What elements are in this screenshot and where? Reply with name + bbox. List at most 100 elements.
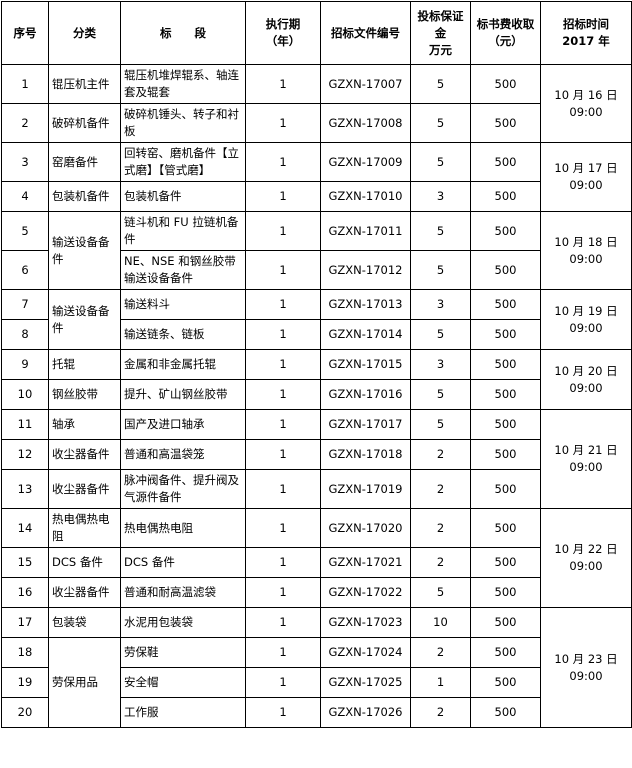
table-cell: 5 xyxy=(410,211,471,251)
table-cell: 1 xyxy=(245,469,321,509)
table-cell: 500 xyxy=(470,319,541,350)
cell-line: 标书费收取 xyxy=(476,17,535,31)
table-cell: 500 xyxy=(470,637,541,668)
table-cell: 500 xyxy=(470,607,541,638)
table-cell: 500 xyxy=(470,211,541,251)
table-cell: 9 xyxy=(1,349,49,380)
table-cell: 14 xyxy=(1,508,49,548)
table-row: 7 输送设备备件 输送料斗 1 GZXN-17013 3 500 10 月 19 日 09:00 xyxy=(1,289,632,350)
table-cell: 5 xyxy=(410,577,471,608)
table-cell: 5 xyxy=(410,142,471,182)
table-cell: 500 xyxy=(470,577,541,608)
table-cell: 1 xyxy=(245,103,321,143)
table-row: 13 收尘器备件 脉冲阀备件、提升阀及气源件备件 1 GZXN-17019 2 500 xyxy=(1,469,632,509)
cell-line: （年） xyxy=(265,34,301,48)
table-row: 2 破碎机备件 破碎机锤头、转子和衬板 1 GZXN-17008 5 500 xyxy=(1,103,632,143)
table-cell: 1 xyxy=(245,607,321,638)
table-cell: 破碎机备件 xyxy=(48,103,121,143)
table-row: 12 收尘器备件 普通和高温袋笼 1 GZXN-17018 2 500 xyxy=(1,439,632,470)
table-cell: DCS 备件 xyxy=(48,547,121,578)
table-cell: 10 月 17 日 09:00 xyxy=(540,142,632,212)
header-row: 序号 分类标 段执行期 （年） 招标文件编号 投标保证金万元 标书费收取 （元） 招标时间 20… xyxy=(1,1,632,65)
table-row: 15 DCS 备件 DCS 备件 1 GZXN-17021 2 500 xyxy=(1,547,632,578)
table-cell: 水泥用包装袋 xyxy=(120,607,246,638)
table-cell: 轴承 xyxy=(48,409,121,440)
table-cell: GZXN-17022 xyxy=(320,577,411,608)
cell-line: 分类 xyxy=(73,25,96,40)
table-row: 5 输送设备备件 链斗机和 FU 拉链机备件 1 GZXN-17011 5 500 10 月 … xyxy=(1,211,632,290)
table-cell: NE、NSE 和钢丝胶带输送设备备件 xyxy=(120,250,246,290)
table-cell: 10 月 23 日 09:00 xyxy=(540,607,632,728)
cell-line: 10 月 18 日 xyxy=(554,234,618,249)
table-cell: GZXN-17013 xyxy=(320,289,411,320)
table-cell: 500 xyxy=(470,349,541,380)
table-cell: GZXN-17026 xyxy=(320,697,411,728)
table-cell: 1 xyxy=(245,547,321,578)
table-cell: GZXN-17009 xyxy=(320,142,411,182)
table-cell: 1 xyxy=(245,409,321,440)
cell-line: 金 xyxy=(434,25,447,40)
table-cell: 1 xyxy=(245,439,321,470)
table-cell: GZXN-17025 xyxy=(320,667,411,698)
table-cell: 1 xyxy=(1,64,49,104)
table-cell: 普通和高温袋笼 xyxy=(120,439,246,470)
table-cell: 500 xyxy=(470,64,541,104)
table-cell: 19 xyxy=(1,667,49,698)
table-cell: 500 xyxy=(470,289,541,320)
cell-line: 投标保证 xyxy=(417,8,464,23)
table-cell: 安全帽 xyxy=(120,667,246,698)
table-cell: 500 xyxy=(470,508,541,548)
table-cell: 500 xyxy=(470,667,541,698)
table-cell: 7 xyxy=(1,289,49,320)
cell-line: 09:00 xyxy=(569,320,603,335)
table-cell: 金属和非金属托辊 xyxy=(120,349,246,380)
header-cell: 分类 xyxy=(48,1,121,65)
table-cell: 500 xyxy=(470,439,541,470)
table-cell: 回转窑、磨机备件【立式磨】【管式磨】 xyxy=(120,142,246,182)
table-cell: 500 xyxy=(470,547,541,578)
table-cell: GZXN-17023 xyxy=(320,607,411,638)
table-cell: GZXN-17008 xyxy=(320,103,411,143)
cell-line: 10 月 16 日 xyxy=(554,87,618,102)
table-cell: 1 xyxy=(245,319,321,350)
table-cell: 普通和耐高温滤袋 xyxy=(120,577,246,608)
table-cell: GZXN-17024 xyxy=(320,637,411,668)
cell-line: 执行期 xyxy=(265,17,301,31)
table-cell: 包装机备件 xyxy=(120,181,246,212)
table-cell: 钢丝胶带 xyxy=(48,379,121,410)
table-cell: 1 xyxy=(245,250,321,290)
header-cell: 序号 xyxy=(1,1,49,65)
cell-line: 09:00 xyxy=(569,380,603,395)
table-row: 11 轴承 国产及进口轴承 1 GZXN-17017 5 500 10 月 21 日 09:00 xyxy=(1,409,632,509)
table-cell: 15 xyxy=(1,547,49,578)
table-cell: 1 xyxy=(245,181,321,212)
header-cell: 标 段 xyxy=(120,1,246,65)
cell-line: 09:00 xyxy=(569,559,603,573)
table-cell: 劳保用品 xyxy=(48,637,121,728)
table-cell: 收尘器备件 xyxy=(48,439,121,470)
table-cell: 破碎机锤头、转子和衬板 xyxy=(120,103,246,143)
table-cell: 10 月 16 日 09:00 xyxy=(540,64,632,143)
table-cell: 1 xyxy=(245,64,321,104)
table-cell: 锟压机主件 xyxy=(48,64,121,104)
table-cell: 劳保鞋 xyxy=(120,637,246,668)
table-cell: 12 xyxy=(1,439,49,470)
table-cell: 500 xyxy=(470,469,541,509)
table-cell: GZXN-17012 xyxy=(320,250,411,290)
table-cell: GZXN-17015 xyxy=(320,349,411,380)
table-cell: 5 xyxy=(410,250,471,290)
table-cell: 辊压机堆焊辊系、轴连套及辊套 xyxy=(120,64,246,104)
table-cell: 2 xyxy=(410,697,471,728)
table-cell: 3 xyxy=(410,181,471,212)
cell-line: 10 月 20 日 xyxy=(554,363,618,378)
table-cell: GZXN-17011 xyxy=(320,211,411,251)
table-cell: 2 xyxy=(410,469,471,509)
table-cell: 1 xyxy=(245,349,321,380)
table-cell: 1 xyxy=(245,289,321,320)
table-row: 9 托辊 金属和非金属托辊 1 GZXN-17015 3 500 10 月 20 日 09:00 xyxy=(1,349,632,410)
table-cell: 16 xyxy=(1,577,49,608)
table-cell: 500 xyxy=(470,103,541,143)
cell-line: 10 月 19 日 xyxy=(554,303,618,318)
cell-line: 10 月 21 日 xyxy=(554,443,618,457)
cell-line: 10 月 23 日 xyxy=(554,651,618,666)
